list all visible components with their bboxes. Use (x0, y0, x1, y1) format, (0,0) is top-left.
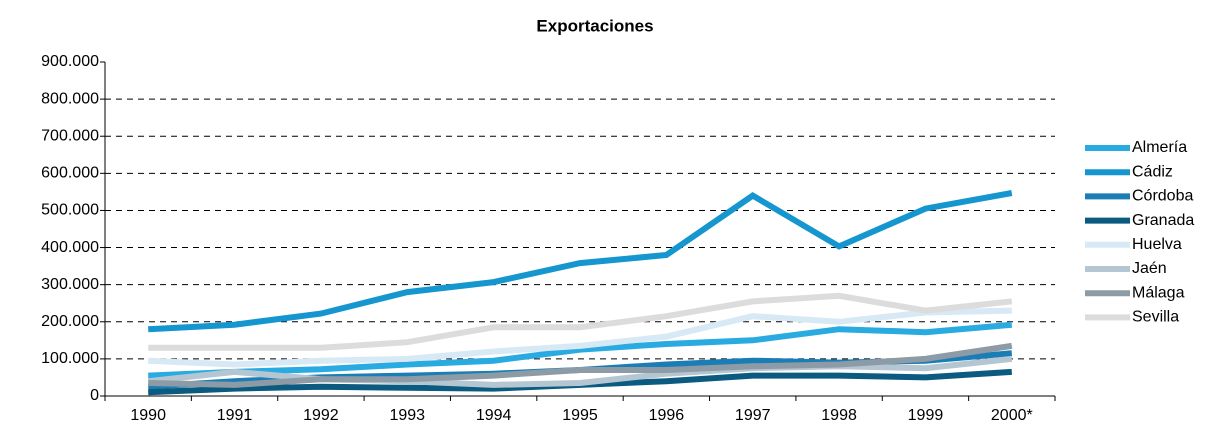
series-line (148, 190, 1013, 333)
legend-label: Almería (1132, 139, 1187, 156)
x-tick-label: 1999 (908, 407, 944, 424)
x-tick-label: 1993 (389, 407, 425, 424)
y-tick-label: 200.000 (41, 313, 99, 330)
legend-label: Huelva (1132, 236, 1182, 253)
series-line (148, 292, 1013, 351)
y-tick-label: 900.000 (41, 53, 99, 70)
x-tick-label: 1997 (735, 407, 771, 424)
y-tick-label: 400.000 (41, 239, 99, 256)
x-tick-label: 2000* (991, 407, 1033, 424)
series-line (148, 307, 1012, 368)
legend-label: Málaga (1132, 284, 1185, 301)
x-tick-label: 1995 (562, 407, 598, 424)
x-tick-label: 1996 (649, 407, 685, 424)
y-tick-label: 500.000 (41, 202, 99, 219)
chart-title: Exportaciones (536, 16, 653, 35)
legend-label: Granada (1132, 212, 1194, 229)
legend-label: Cádiz (1132, 163, 1173, 180)
y-tick-label: 600.000 (41, 165, 99, 182)
x-tick-label: 1990 (130, 407, 166, 424)
y-tick-label: 800.000 (41, 90, 99, 107)
y-tick-label: 300.000 (41, 276, 99, 293)
series-line (147, 355, 1013, 388)
x-tick-label: 1998 (821, 407, 857, 424)
y-tick-label: 700.000 (41, 127, 99, 144)
legend-label: Córdoba (1132, 188, 1193, 205)
x-tick-label: 1992 (303, 407, 339, 424)
legend-label: Sevilla (1132, 309, 1179, 326)
x-tick-label: 1991 (217, 407, 253, 424)
y-tick-label: 0 (90, 387, 99, 404)
y-tick-label: 100.000 (41, 350, 99, 367)
series-line (148, 342, 1013, 388)
series-line (148, 321, 1013, 379)
legend-label: Jaén (1132, 260, 1167, 277)
x-tick-label: 1994 (476, 407, 512, 424)
